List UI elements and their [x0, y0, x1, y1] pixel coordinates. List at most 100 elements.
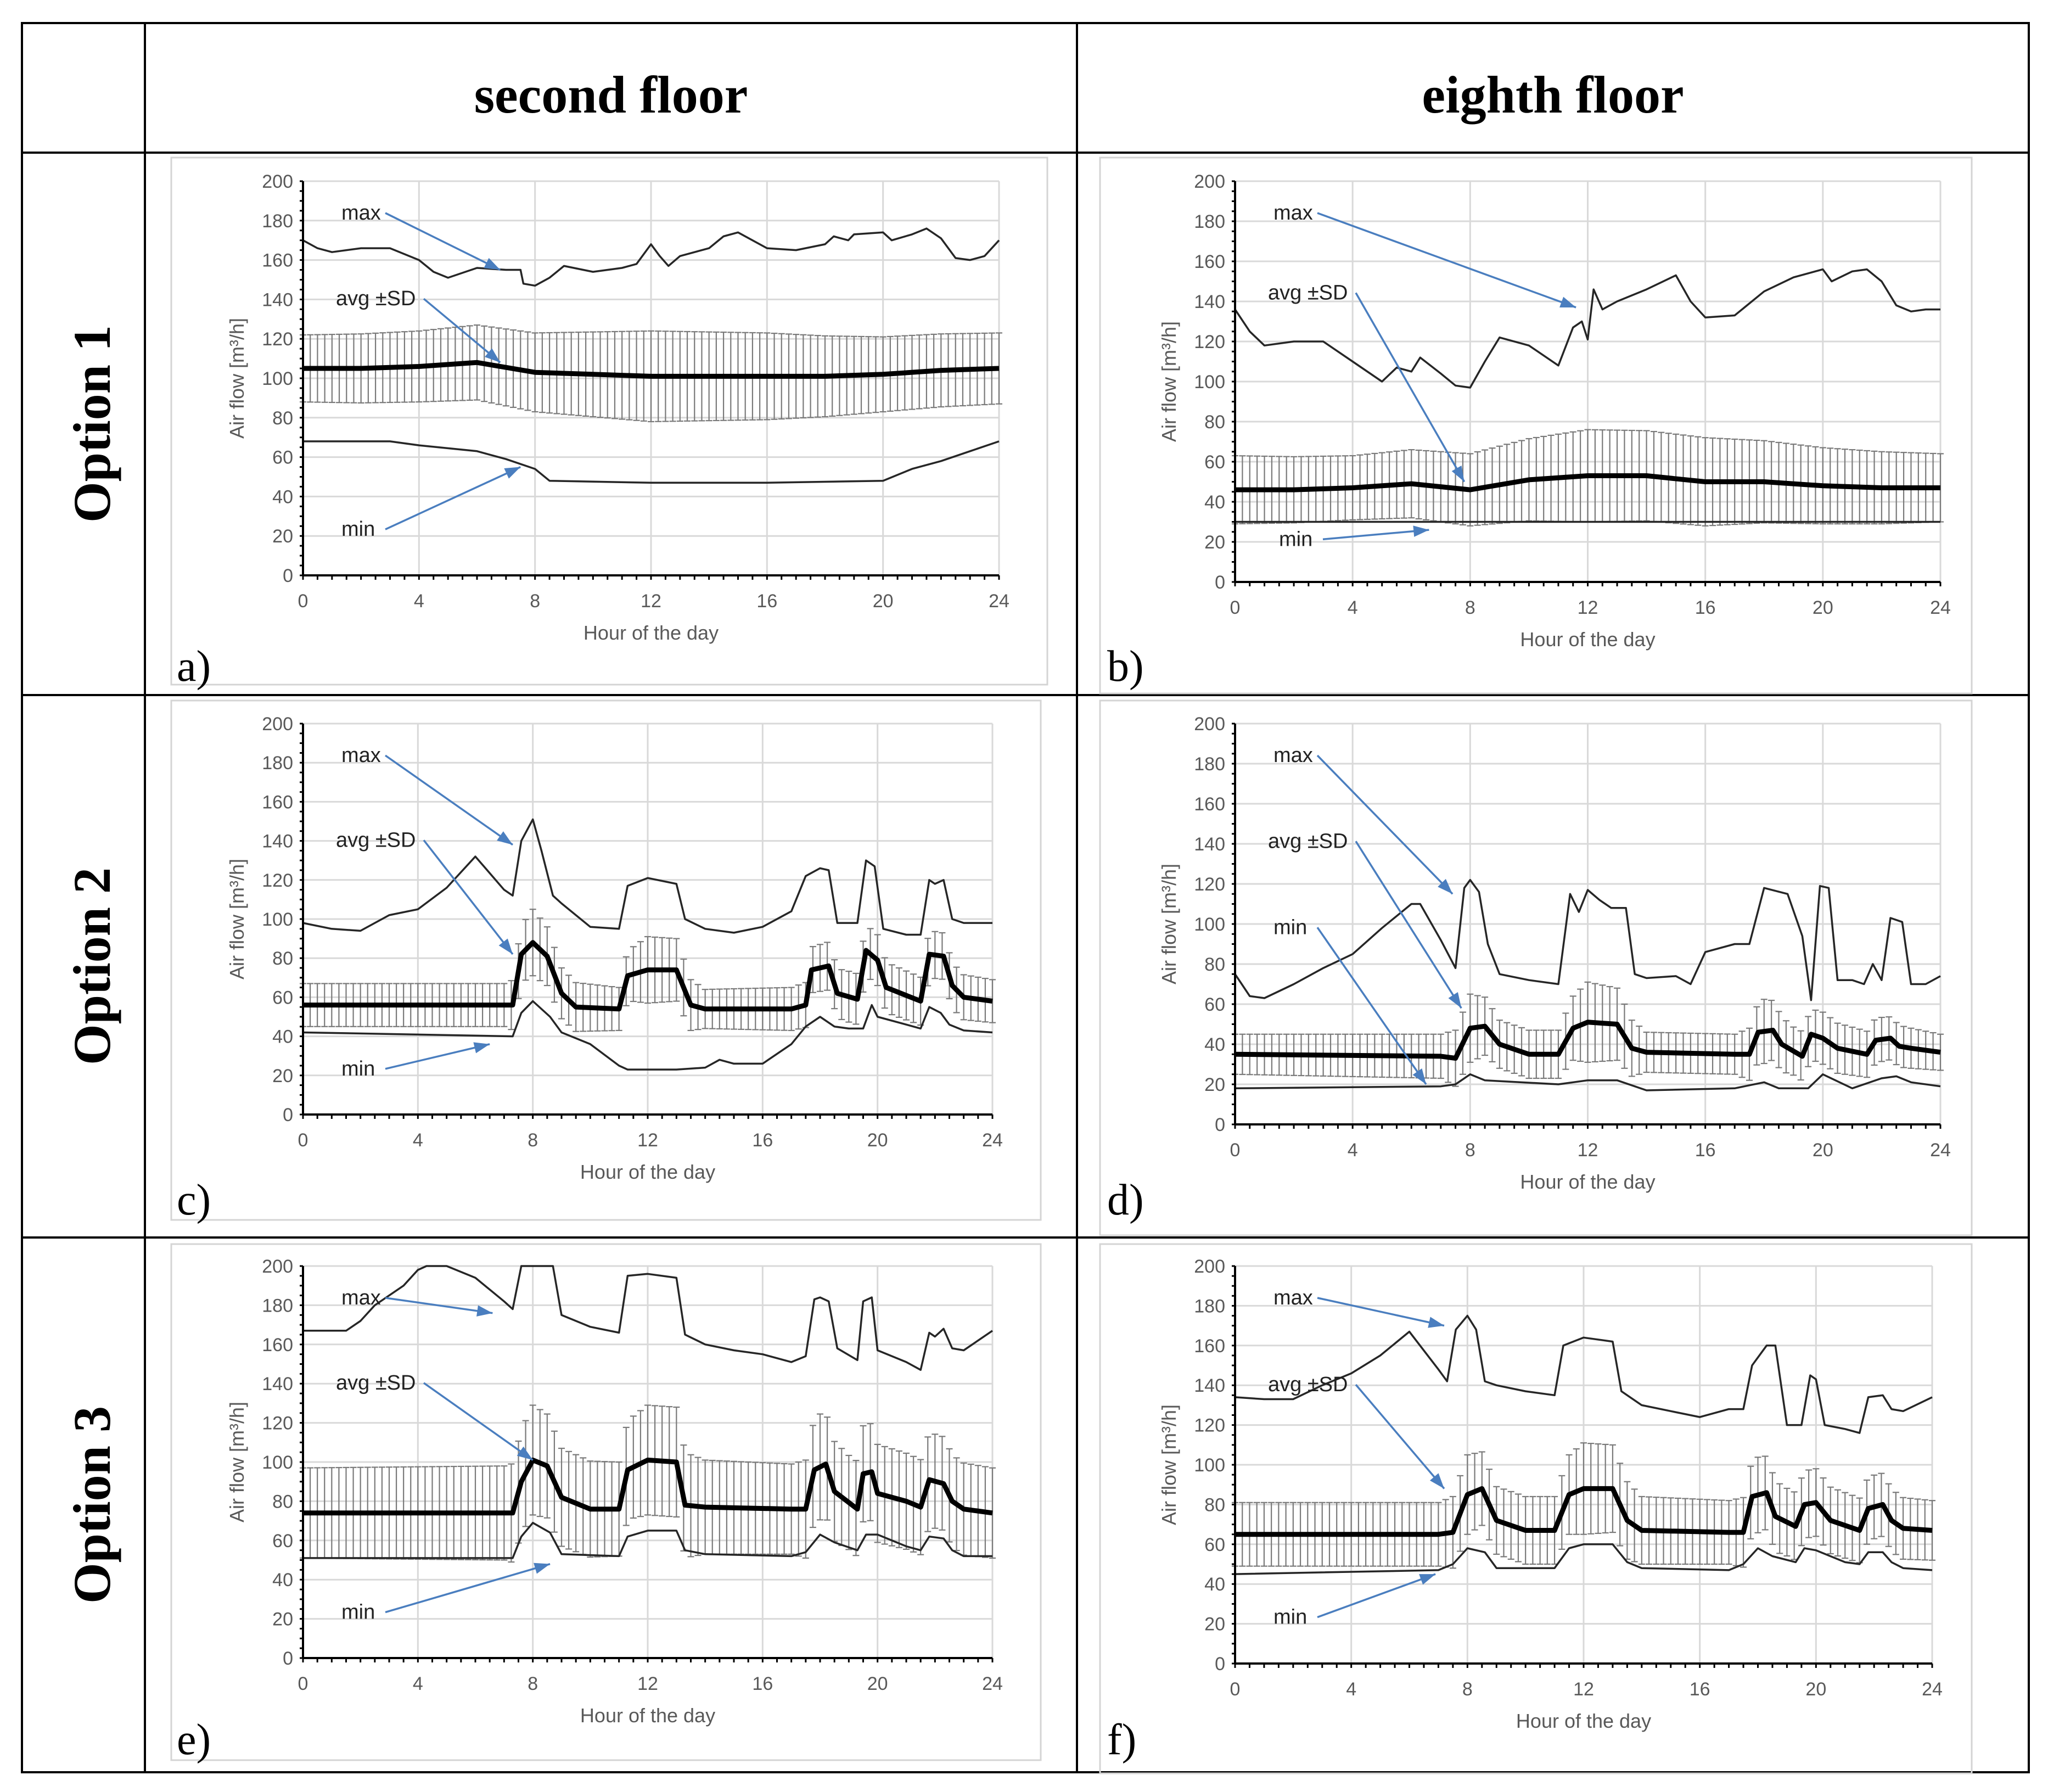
y-tick-label: 140	[1194, 292, 1225, 312]
series-max-line	[1235, 1314, 1933, 1434]
y-tick-label: 100	[1194, 914, 1225, 935]
y-tick-label: 80	[272, 948, 293, 969]
y-tick-label: 120	[262, 1413, 293, 1434]
x-tick-label: 12	[1573, 1679, 1594, 1700]
annotation-label-min: min	[1273, 916, 1307, 939]
panel-label: a)	[177, 642, 211, 691]
annotation-label-min: min	[341, 1057, 375, 1080]
y-tick-label: 20	[1204, 1614, 1225, 1635]
annotation-arrow	[1317, 1573, 1436, 1619]
y-tick-label: 0	[283, 1105, 293, 1125]
x-tick-label: 24	[1922, 1679, 1943, 1700]
annotation-arrowhead	[1428, 1317, 1444, 1328]
x-tick-label: 8	[528, 1673, 538, 1694]
chart-frame	[170, 699, 1042, 1221]
y-axis-title: Air flow [m³/h]	[226, 859, 248, 979]
y-tick-label: 0	[283, 1648, 293, 1669]
y-tick-label: 0	[283, 565, 293, 586]
x-tick-label: 20	[867, 1130, 888, 1151]
annotation-arrowhead	[1448, 992, 1462, 1009]
annotation-arrow	[384, 754, 514, 846]
x-tick-label: 12	[641, 591, 661, 612]
y-tick-label: 180	[262, 1295, 293, 1316]
annotation-arrowhead	[534, 1563, 551, 1574]
annotation-arrow	[1322, 529, 1429, 541]
y-tick-label: 80	[1204, 1494, 1225, 1515]
y-tick-label: 200	[1194, 171, 1225, 192]
x-tick-label: 24	[1930, 1140, 1951, 1161]
y-tick-label: 160	[1194, 251, 1225, 272]
y-tick-label: 20	[272, 526, 293, 547]
x-tick-label: 0	[298, 1130, 308, 1151]
panel-label: d)	[1107, 1176, 1144, 1224]
panel-label: b)	[1107, 642, 1144, 691]
y-tick-label: 180	[262, 211, 293, 232]
y-tick-label: 40	[272, 1027, 293, 1048]
y-axis-title: Air flow [m³/h]	[1158, 864, 1180, 984]
y-tick-label: 20	[272, 1066, 293, 1087]
y-tick-label: 140	[1194, 1375, 1225, 1396]
annotation-label-avgsd: avg ±SD	[336, 828, 416, 852]
annotation-arrow	[385, 212, 501, 271]
chart-frame	[170, 1243, 1042, 1761]
y-tick-label: 180	[1194, 754, 1225, 775]
x-tick-label: 20	[1813, 597, 1833, 618]
y-tick-label: 120	[1194, 1415, 1225, 1436]
x-tick-label: 0	[298, 591, 308, 612]
y-tick-label: 140	[1194, 834, 1225, 855]
annotation-arrowhead	[1438, 878, 1453, 894]
panel-label: f)	[1107, 1716, 1136, 1764]
annotation-label-min: min	[341, 1601, 375, 1624]
annotation-arrow	[385, 1297, 493, 1314]
y-tick-label: 180	[1194, 1296, 1225, 1317]
annotation-label-avgsd: avg ±SD	[336, 287, 416, 310]
annotation-arrow	[1317, 1297, 1445, 1327]
x-tick-label: 4	[1346, 1679, 1356, 1700]
y-tick-label: 80	[272, 408, 293, 429]
x-tick-label: 8	[528, 1130, 538, 1151]
x-tick-label: 8	[530, 591, 540, 612]
y-tick-label: 80	[1204, 412, 1225, 433]
annotation-label-max: max	[341, 1286, 381, 1309]
x-tick-label: 16	[756, 591, 777, 612]
y-tick-label: 120	[262, 329, 293, 350]
annotation-arrow	[1317, 212, 1576, 309]
row-header-option-3: Option 3	[63, 1406, 121, 1604]
y-tick-label: 20	[1204, 532, 1225, 553]
x-tick-label: 20	[867, 1673, 888, 1694]
x-tick-label: 8	[1465, 597, 1475, 618]
x-tick-label: 16	[1690, 1679, 1710, 1700]
y-tick-label: 160	[262, 250, 293, 271]
x-tick-label: 24	[982, 1130, 1003, 1151]
y-axis-title: Air flow [m³/h]	[1158, 1404, 1180, 1525]
annotation-label-min: min	[1273, 1606, 1307, 1629]
table-grid	[21, 22, 2030, 1773]
y-tick-label: 200	[262, 171, 293, 192]
series-avg-line	[1235, 1486, 1933, 1537]
annotation-label-avgsd: avg ±SD	[1268, 830, 1348, 853]
annotation-label-max: max	[1273, 1286, 1313, 1309]
col-header-second-floor: second floor	[474, 65, 748, 124]
annotation-arrowhead	[476, 1305, 493, 1317]
x-tick-label: 20	[1805, 1679, 1826, 1700]
y-tick-label: 200	[262, 1256, 293, 1277]
annotation-label-avgsd: avg ±SD	[1268, 1373, 1348, 1396]
annotation-arrowhead	[473, 1042, 490, 1054]
x-tick-label: 4	[1348, 597, 1358, 618]
y-tick-label: 180	[1194, 211, 1225, 232]
y-tick-label: 40	[272, 1570, 293, 1591]
series-min-line	[303, 440, 1000, 484]
x-tick-label: 24	[1930, 597, 1951, 618]
x-tick-label: 16	[1695, 597, 1716, 618]
x-axis-title: Hour of the day	[1520, 628, 1655, 651]
x-tick-label: 20	[1813, 1140, 1833, 1161]
annotation-label-max: max	[341, 744, 381, 767]
series-avg-line	[303, 360, 1000, 379]
annotation-arrow	[1316, 754, 1454, 895]
annotation-label-max: max	[341, 201, 381, 225]
series-max-line	[302, 227, 1000, 287]
y-tick-label: 100	[262, 1452, 293, 1473]
x-tick-label: 20	[873, 591, 894, 612]
annotation-label-max: max	[1273, 201, 1313, 225]
series-max-line	[302, 818, 992, 936]
